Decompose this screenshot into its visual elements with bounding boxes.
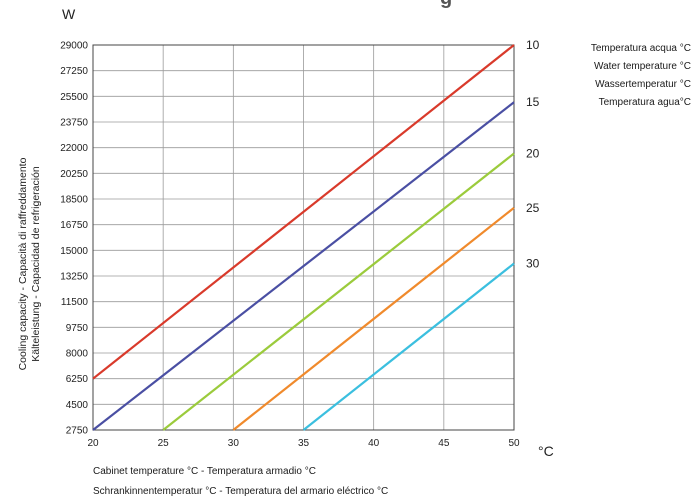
x-axis-title-line-1: Cabinet temperature °C - Temperatura arm… <box>93 466 316 477</box>
y-tick-label: 22000 <box>60 143 88 154</box>
y-tick-label: 8000 <box>66 349 89 360</box>
y-tick-label: 18500 <box>60 195 88 206</box>
tick-labels: 2750 4500 6250 8000 9750 11500 13250 15000 16750… <box>60 41 520 450</box>
x-tick-label: 50 <box>508 438 520 449</box>
y-tick-label: 29000 <box>60 41 88 52</box>
y-unit-label: W <box>62 6 76 22</box>
y-axis-title-line-2: Kälteleistung - Capacidad de refrigeraci… <box>30 166 42 362</box>
y-tick-label: 9750 <box>66 323 89 334</box>
series-line-25 <box>232 206 515 431</box>
series-line-10 <box>92 44 515 380</box>
y-tick-label: 23750 <box>60 118 88 129</box>
x-tick-label: 25 <box>158 438 170 449</box>
series-label-15: 15 <box>526 95 540 109</box>
series-line-15 <box>92 101 515 431</box>
x-tick-label: 35 <box>298 438 310 449</box>
y-axis-title: Cooling capacity - Capacità di raffredda… <box>17 157 42 370</box>
legend-title: Temperatura acqua °C Water temperature °… <box>551 40 691 112</box>
y-tick-label: 16750 <box>60 220 88 231</box>
legend-title-line-2: Water temperature °C <box>594 61 691 72</box>
x-axis-title-line-2: Schrankinnentemperatur °C - Temperatura … <box>93 486 389 497</box>
legend-title-line-4: Temperatura agua°C <box>598 97 691 108</box>
clipped-title-fragment: g <box>440 0 452 10</box>
legend-title-line-3: Wassertemperatur °C <box>595 79 691 90</box>
grid <box>92 44 515 431</box>
y-tick-label: 20250 <box>60 169 88 180</box>
y-tick-label: 4500 <box>66 400 89 411</box>
y-tick-label: 11500 <box>61 297 89 308</box>
x-tick-label: 30 <box>228 438 240 449</box>
x-tick-label: 20 <box>87 438 99 449</box>
series-line-20 <box>162 152 515 431</box>
y-axis-title-line-1: Cooling capacity - Capacità di raffredda… <box>17 157 29 370</box>
series-lines: 10 15 20 25 30 <box>92 38 540 431</box>
x-tick-label: 40 <box>368 438 380 449</box>
series-line-30 <box>302 262 515 431</box>
series-label-10: 10 <box>526 38 540 52</box>
y-tick-label: 2750 <box>66 426 89 437</box>
x-unit-label: °C <box>538 443 554 459</box>
y-tick-label: 13250 <box>60 272 88 283</box>
series-label-25: 25 <box>526 201 540 215</box>
y-tick-label: 27250 <box>60 66 88 77</box>
legend-title-line-1: Temperatura acqua °C <box>590 43 691 54</box>
series-label-30: 30 <box>526 257 540 271</box>
y-tick-label: 15000 <box>60 246 88 257</box>
y-tick-label: 25500 <box>60 92 88 103</box>
y-tick-label: 6250 <box>66 374 89 385</box>
series-label-20: 20 <box>526 147 540 161</box>
x-tick-label: 45 <box>438 438 450 449</box>
